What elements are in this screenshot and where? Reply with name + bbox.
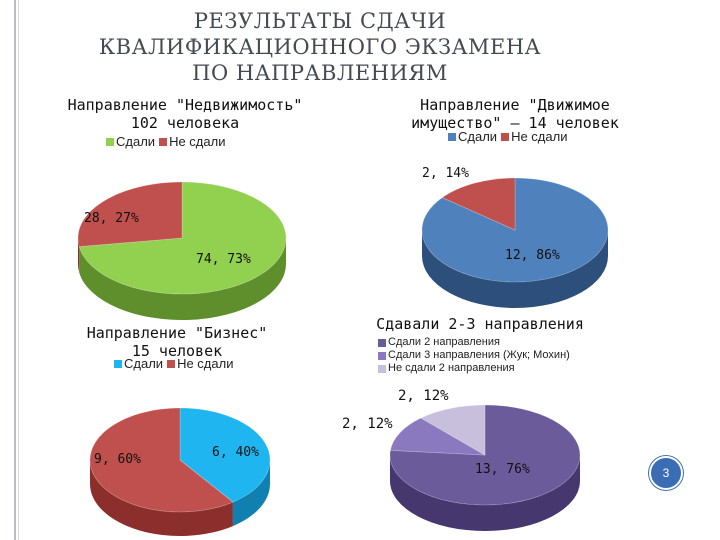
chart-3-title-line-1: Направление "Бизнес" (86, 324, 268, 342)
legend-label: Сдали (458, 129, 498, 144)
pie-1-slice-2 (77, 181, 183, 248)
legend-label: Не сдали 2 направления (388, 362, 515, 374)
slide-title-line-2: КВАЛИФИКАЦИОННОГО ЭКЗАМЕНА (98, 35, 542, 59)
chart-3-title-line-2: 15 человек (131, 342, 223, 360)
chart-1-label-1: 74, 73% (196, 252, 251, 267)
chart-2-label-1: 12, 86% (505, 248, 560, 263)
chart-3-legend-item-2: Не сдали (167, 356, 233, 371)
pie-2-side-1 (422, 230, 608, 308)
chart-3-legend-item-1: Сдали (114, 356, 163, 371)
legend-label: Сдали (124, 356, 164, 371)
chart-1-legend: Сдали Не сдали (106, 134, 225, 149)
pie-4-slice-2 (389, 417, 486, 456)
pie-1-side-2 (78, 238, 80, 273)
pie-chart-1 (77, 181, 287, 320)
chart-3-legend: Сдали Не сдали (114, 356, 233, 371)
legend-swatch (378, 351, 386, 360)
chart-2-legend-item-2: Не сдали (501, 129, 567, 144)
slide-title-line-1: РЕЗУЛЬТАТЫ СДАЧИ (193, 9, 447, 33)
chart-4-label-1: 13, 76% (475, 462, 530, 477)
pie-1-side-1 (79, 238, 286, 320)
chart-4-title: Сдавали 2-3 направления (350, 315, 610, 333)
pie-3-slice-2 (89, 407, 234, 513)
pie-3-side-1 (232, 460, 270, 527)
pie-2-slice-1 (421, 177, 609, 283)
page-number-badge: 3 (649, 456, 683, 490)
pie-2-slice-2 (441, 177, 516, 231)
pie-3-side-2 (90, 460, 233, 536)
pie-chart-2 (421, 177, 609, 308)
chart-1-title-line-2: 102 человека (130, 114, 240, 132)
chart-2-title: Направление "Движимое имущество" – 14 че… (370, 96, 660, 132)
pie-chart-4 (389, 404, 581, 531)
legend-swatch (106, 137, 114, 146)
legend-swatch (378, 338, 386, 347)
slide-left-rule (14, 0, 16, 540)
chart-4-label-2: 2, 12% (342, 416, 393, 432)
chart-1-label-2: 28, 27% (84, 211, 139, 226)
chart-2-label-2: 2, 14% (422, 166, 469, 181)
chart-4-legend: Сдали 2 направления Сдали 3 направления … (378, 336, 570, 375)
chart-2-title-line-2: имущество" – 14 человек (411, 114, 619, 132)
chart-2-legend-item-1: Сдали (448, 129, 497, 144)
chart-2-title-line-1: Направление "Движимое (420, 96, 610, 114)
pie-chart-3 (89, 407, 271, 536)
chart-3-title: Направление "Бизнес" 15 человек (62, 324, 292, 360)
legend-label: Сдали 3 направления (Жук; Мохин) (388, 349, 570, 361)
chart-1-legend-item-2: Не сдали (159, 134, 225, 149)
legend-swatch (159, 137, 168, 146)
legend-swatch (501, 132, 510, 141)
chart-4-legend-item-2: Сдали 3 направления (Жук; Мохин) (378, 349, 570, 362)
slide-title-line-3: ПО НАПРАВЛЕНИЯМ (192, 61, 448, 85)
pie-4-slice-3 (420, 404, 486, 456)
legend-swatch (448, 132, 456, 141)
legend-label: Сдали 2 направления (388, 336, 500, 348)
chart-2-legend: Сдали Не сдали (448, 129, 567, 144)
pie-4-side-1 (390, 455, 580, 531)
legend-swatch (167, 359, 176, 368)
chart-4-title-line-1: Сдавали 2-3 направления (376, 315, 584, 333)
chart-1-title-line-1: Направление "Недвижимость" (67, 96, 303, 114)
legend-swatch (378, 364, 386, 373)
chart-3-label-2: 9, 60% (94, 452, 141, 467)
slide-left-rule-inner (18, 0, 19, 540)
chart-4-label-3: 2, 12% (398, 388, 449, 404)
pie-4-slice-1 (389, 404, 581, 506)
chart-4-legend-item-3: Не сдали 2 направления (378, 362, 515, 375)
pie-3-slice-1 (179, 407, 271, 503)
legend-label: Не сдали (169, 134, 226, 149)
chart-1-legend-item-1: Сдали (106, 134, 155, 149)
slide-title: РЕЗУЛЬТАТЫ СДАЧИ КВАЛИФИКАЦИОННОГО ЭКЗАМ… (60, 8, 580, 86)
chart-4-legend-item-1: Сдали 2 направления (378, 336, 500, 349)
pie-1-slice-1 (78, 181, 287, 295)
legend-label: Не сдали (511, 129, 568, 144)
legend-label: Сдали (116, 134, 156, 149)
legend-swatch (114, 359, 122, 368)
chart-1-title: Направление "Недвижимость" 102 человека (30, 96, 340, 132)
legend-label: Не сдали (177, 356, 234, 371)
chart-3-label-1: 6, 40% (212, 445, 259, 460)
